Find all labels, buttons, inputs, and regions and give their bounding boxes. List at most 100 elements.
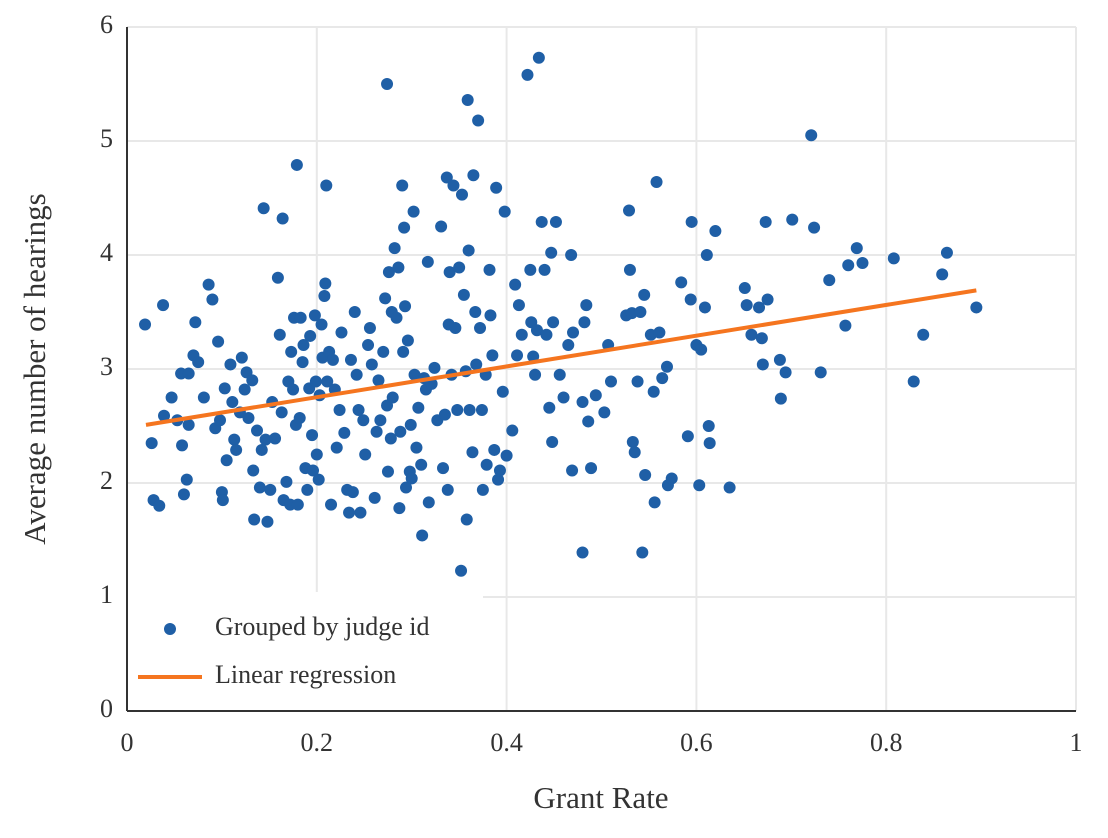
point	[344, 353, 357, 366]
point	[756, 358, 769, 371]
point	[490, 181, 503, 194]
point	[350, 368, 363, 381]
point	[779, 366, 792, 379]
point	[293, 412, 306, 425]
point	[404, 418, 417, 431]
point	[357, 414, 370, 427]
point	[206, 293, 219, 306]
point	[684, 293, 697, 306]
point	[449, 321, 462, 334]
point	[343, 506, 356, 519]
point	[808, 221, 821, 234]
point	[287, 383, 300, 396]
point	[467, 169, 480, 182]
point	[264, 483, 277, 496]
legend-box	[128, 592, 483, 710]
point	[228, 433, 241, 446]
y-tick-label: 6	[100, 10, 113, 39]
point	[493, 464, 506, 477]
point	[362, 339, 375, 352]
point	[631, 375, 644, 388]
point	[702, 420, 715, 432]
point	[392, 261, 405, 274]
point	[535, 215, 548, 228]
point	[675, 276, 688, 289]
point	[333, 404, 346, 417]
point	[441, 483, 454, 496]
point	[384, 432, 397, 445]
point	[470, 358, 483, 371]
x-tick-label: 1	[1070, 728, 1083, 757]
point	[306, 429, 319, 442]
point	[582, 415, 595, 428]
point	[315, 318, 328, 331]
point	[476, 483, 489, 496]
point	[576, 396, 589, 409]
point	[416, 529, 429, 542]
point	[381, 465, 394, 478]
point	[443, 266, 456, 279]
point	[216, 494, 229, 507]
y-axis-label: Average number of hearings	[17, 193, 52, 544]
point	[374, 414, 387, 427]
point	[753, 301, 766, 314]
point	[656, 372, 669, 385]
point	[530, 324, 543, 337]
point	[472, 114, 485, 127]
point	[887, 252, 900, 265]
point	[623, 263, 636, 276]
point	[320, 179, 333, 192]
y-tick-label: 1	[100, 580, 113, 609]
point	[408, 368, 421, 381]
legend-label: Linear regression	[215, 660, 396, 689]
point	[709, 225, 722, 238]
point	[907, 375, 920, 388]
point	[365, 358, 378, 371]
point	[412, 401, 425, 414]
point	[294, 311, 307, 324]
point	[636, 546, 649, 559]
x-tick-label: 0.6	[680, 728, 713, 757]
point	[359, 448, 372, 461]
point	[372, 374, 385, 387]
point	[158, 409, 171, 422]
point	[626, 435, 639, 448]
legend-label: Grouped by judge id	[215, 612, 429, 641]
point	[509, 278, 522, 291]
x-axis-label: Grant Rate	[533, 780, 668, 815]
point	[182, 367, 195, 380]
point	[545, 246, 558, 259]
point	[226, 396, 239, 409]
point	[242, 412, 255, 425]
point	[390, 311, 403, 324]
point	[540, 328, 553, 341]
point	[257, 202, 270, 215]
point	[410, 441, 423, 454]
point	[352, 404, 365, 417]
point	[755, 332, 768, 345]
x-tick-label: 0.8	[870, 728, 903, 757]
point	[247, 464, 260, 477]
y-tick-label: 0	[100, 694, 113, 723]
point	[653, 326, 666, 339]
point	[145, 437, 158, 450]
point	[312, 473, 325, 486]
point	[290, 158, 303, 171]
point	[759, 215, 772, 228]
x-tick-label: 0.4	[490, 728, 523, 757]
point	[291, 498, 304, 511]
point	[488, 443, 501, 456]
point	[567, 326, 580, 339]
point	[480, 458, 493, 471]
point	[447, 179, 460, 192]
point	[280, 475, 293, 488]
point	[453, 261, 466, 274]
point	[308, 309, 321, 322]
point	[230, 443, 243, 456]
point	[681, 430, 694, 443]
point	[325, 498, 338, 511]
point	[500, 449, 513, 462]
point	[650, 176, 663, 189]
point	[553, 368, 566, 381]
